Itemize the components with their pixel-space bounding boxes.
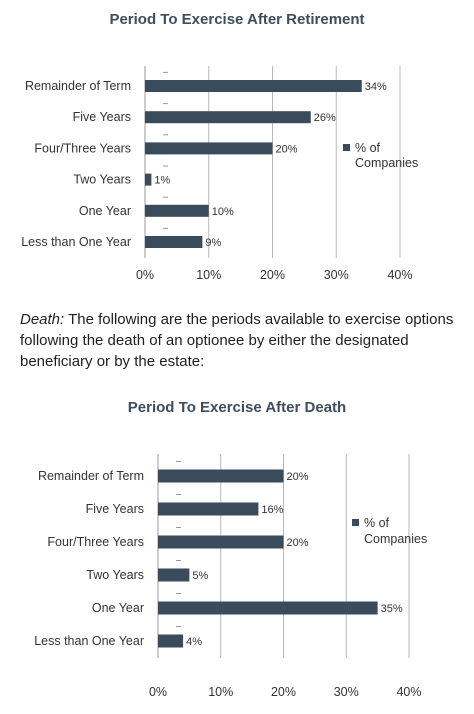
death-data-label: 20% <box>287 471 309 483</box>
death-category-label: One Year <box>92 601 144 615</box>
retirement-legend-swatch <box>343 144 350 151</box>
death-category-label: Four/Three Years <box>47 535 144 549</box>
retirement-bar <box>145 173 152 186</box>
retirement-bar <box>145 80 362 92</box>
retirement-data-label: 1% <box>154 175 170 187</box>
retirement-bar <box>145 204 209 217</box>
death-paragraph: Death: The following are the periods ava… <box>20 309 460 372</box>
retirement-x-tick-label: 10% <box>196 268 221 282</box>
retirement-data-label: 9% <box>205 237 221 249</box>
retirement-data-label: 10% <box>212 206 234 218</box>
retirement-chart: Period To Exercise After Retirement 0% 10%… <box>21 11 418 282</box>
retirement-category-label: Remainder of Term <box>25 79 131 93</box>
death-category-label: Less than One Year <box>34 634 144 648</box>
retirement-x-tick-label: 40% <box>387 268 412 282</box>
death-bar <box>158 469 284 483</box>
death-x-tick-label: 20% <box>271 685 296 699</box>
death-chart: Period To Exercise After Death 0% 10% 20% 30… <box>34 399 427 699</box>
death-x-tick-label: 10% <box>208 685 233 699</box>
death-bar <box>158 535 284 549</box>
retirement-bar <box>145 236 203 248</box>
death-category-label: Remainder of Term <box>38 469 144 483</box>
retirement-bar <box>145 111 311 124</box>
retirement-x-tick-label: 0% <box>136 268 154 282</box>
retirement-x-tick-label: 30% <box>324 268 349 282</box>
death-x-tick-label: 0% <box>149 685 167 699</box>
retirement-data-label: 26% <box>314 112 336 124</box>
death-data-label: 35% <box>381 603 403 615</box>
retirement-x-tick-label: 20% <box>260 268 285 282</box>
death-category-label: Two Years <box>86 568 144 582</box>
retirement-chart-title: Period To Exercise After Retirement <box>109 11 364 28</box>
death-legend-swatch <box>352 519 359 526</box>
retirement-category-label: Four/Three Years <box>34 141 131 155</box>
death-x-tick-label: 40% <box>396 685 421 699</box>
death-data-label: 4% <box>186 636 202 648</box>
retirement-legend-label-line2: Companies <box>355 156 418 170</box>
death-chart-title: Period To Exercise After Death <box>128 399 346 416</box>
death-x-tick-label: 30% <box>334 685 359 699</box>
death-text: The following are the periods available … <box>20 311 454 370</box>
death-data-label: 20% <box>287 537 309 549</box>
death-data-label: 16% <box>261 504 283 516</box>
death-data-label: 5% <box>192 570 208 582</box>
death-bar <box>158 601 378 615</box>
retirement-legend-label-line1: % of <box>355 141 381 155</box>
retirement-bar <box>145 142 273 155</box>
retirement-data-label: 34% <box>365 81 387 93</box>
death-bar <box>158 568 190 582</box>
death-bar <box>158 634 184 648</box>
retirement-category-label: Five Years <box>73 110 131 124</box>
retirement-category-label: Less than One Year <box>21 235 131 249</box>
death-bar <box>158 502 259 516</box>
death-category-label: Five Years <box>86 502 144 516</box>
retirement-category-label: Two Years <box>73 173 131 187</box>
death-legend-label-line1: % of <box>364 516 390 530</box>
death-lead: Death: <box>20 311 65 328</box>
death-legend-label-line2: Companies <box>364 532 427 546</box>
retirement-category-label: One Year <box>79 204 131 218</box>
retirement-data-label: 20% <box>276 143 298 155</box>
